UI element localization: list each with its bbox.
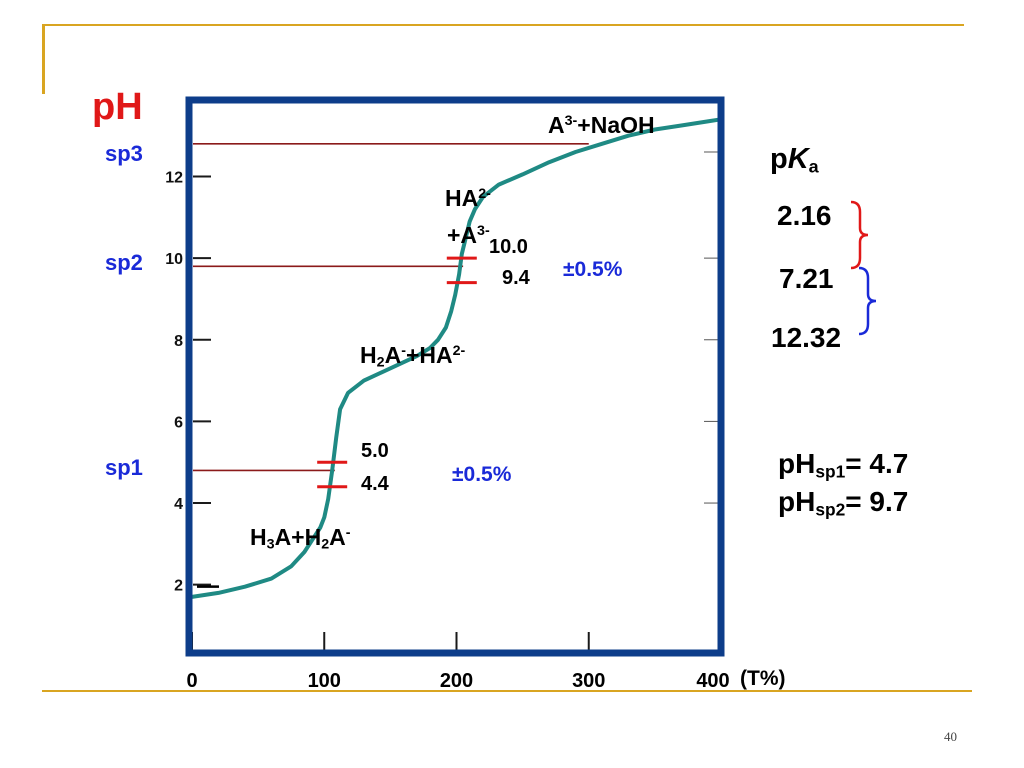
sp2-label: sp2 — [105, 250, 143, 275]
y-tick-label-4: 10 — [165, 251, 183, 268]
y-tick-label-1: 4 — [174, 496, 183, 513]
page-number: 40 — [944, 729, 957, 744]
slide-top-rule — [42, 24, 964, 26]
region-a3-naoh: A3-+NaOH — [548, 112, 655, 138]
x-axis-unit: (T%) — [740, 667, 786, 690]
plot-frame — [185, 96, 725, 657]
x-tick-label-2: 200 — [440, 670, 473, 692]
sp1-label: sp1 — [105, 455, 143, 480]
sp2-upper-value: 10.0 — [489, 236, 528, 258]
x-tick-label-1: 100 — [308, 670, 341, 692]
pka-value-1: 2.16 — [777, 200, 832, 231]
pka-value-3: 12.32 — [771, 322, 842, 353]
plot-area — [193, 103, 718, 650]
x-tick-label-0: 0 — [186, 670, 197, 692]
y-tick-label-3: 8 — [174, 333, 183, 350]
titration-curve — [190, 117, 723, 599]
region-ha2-a3-line1: HA2- — [445, 185, 491, 211]
x-tick-label-3: 300 — [572, 670, 605, 692]
sp3-label: sp3 — [105, 141, 143, 166]
sp2-tolerance: ±0.5% — [563, 258, 623, 281]
sp1-tolerance: ±0.5% — [452, 463, 512, 486]
y-tick-label-5: 12 — [165, 169, 183, 186]
slide-bottom-rule — [42, 690, 972, 692]
slide-left-accent — [42, 24, 45, 94]
pka-brace-blue — [858, 266, 877, 336]
region-ha2-a3-line2: +A3- — [447, 222, 490, 248]
ph-sp1-result: pHsp1= 4.7 — [778, 448, 909, 482]
sp1-upper-value: 5.0 — [361, 440, 389, 462]
sp2-lower-value: 9.4 — [502, 267, 530, 289]
sp1-lower-value: 4.4 — [361, 473, 389, 495]
pka-title: pKa — [770, 143, 819, 177]
pka-brace-red — [850, 200, 869, 270]
y-axis-label: pH — [92, 86, 143, 128]
y-tick-label-2: 6 — [174, 414, 183, 431]
x-tick-label-4: 400 — [696, 670, 729, 692]
y-tick-label-0: 2 — [174, 578, 183, 595]
region-h2a-ha2: H2A-+HA2- — [360, 342, 466, 371]
region-h3a-h2a: H3A+H2A- — [250, 524, 351, 553]
ph-sp2-result: pHsp2= 9.7 — [778, 486, 909, 520]
pka-value-2: 7.21 — [779, 263, 834, 294]
